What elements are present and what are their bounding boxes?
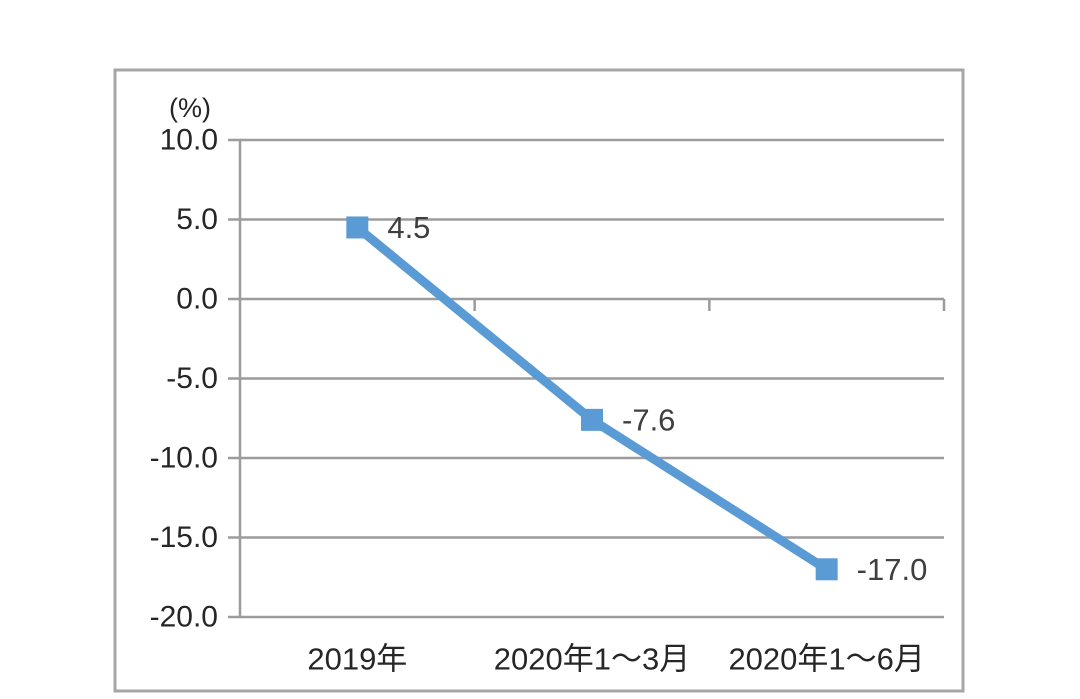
data-point-label: -17.0: [857, 552, 928, 587]
y-axis-tick-label: 5.0: [176, 203, 218, 236]
y-axis-tick-label: -10.0: [150, 442, 218, 475]
data-point-marker: [815, 558, 838, 581]
y-axis-unit-label: (%): [169, 93, 211, 123]
y-axis-tick-label: -15.0: [150, 521, 218, 554]
x-axis-category-label: 2020年1～3月: [494, 642, 690, 677]
data-point-label: -7.6: [622, 402, 675, 437]
data-point-label: 4.5: [387, 210, 430, 245]
y-axis-tick-label: 0.0: [176, 283, 218, 316]
trend-line: [354, 223, 830, 574]
chart-frame: [113, 68, 965, 693]
data-point-marker: [346, 216, 369, 239]
x-axis-category-label: 2019年: [307, 642, 407, 677]
y-axis-tick-label: -5.0: [166, 362, 218, 395]
y-axis-tick-label: 10.0: [160, 124, 218, 157]
x-axis-category-label: 2020年1～6月: [728, 642, 924, 677]
data-point-marker: [581, 408, 603, 431]
y-axis-tick-label: -20.0: [150, 601, 218, 634]
